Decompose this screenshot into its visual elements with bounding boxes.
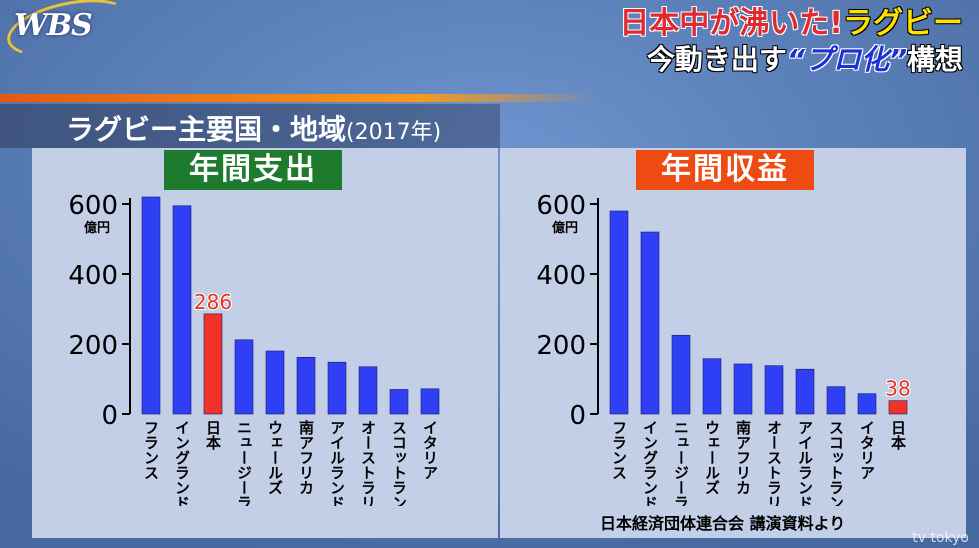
headline-line2-c: 構想	[906, 43, 963, 76]
category-label: 南アフリカ	[734, 419, 752, 495]
chart-title-revenue: 年間収益	[636, 150, 814, 190]
headline-line2: 今動き出す“プロ化”構想	[619, 42, 963, 78]
bar	[795, 368, 815, 415]
headline-part1: 日本中が沸いた!	[619, 6, 843, 41]
bar	[358, 366, 378, 415]
bar	[141, 196, 161, 415]
subtitle-bar	[0, 104, 500, 148]
category-label: イタリア	[421, 420, 439, 480]
category-label: 日本	[889, 420, 907, 451]
category-label: ニュージーランド	[235, 420, 253, 506]
chart-title-expenditure: 年間支出	[164, 150, 342, 190]
bar	[733, 363, 753, 415]
chart-panel-revenue	[500, 148, 966, 538]
category-label: フランス	[610, 420, 628, 480]
category-label: イングランド	[641, 420, 659, 506]
bar	[327, 361, 347, 415]
y-tick-label: 200	[68, 331, 118, 361]
headline-part2: ラグビー	[843, 6, 963, 41]
subtitle-year: (2017年)	[346, 120, 442, 145]
category-label: イタリア	[858, 420, 876, 480]
category-label: アイルランド	[796, 420, 814, 506]
headline-line2-b: “プロ化”	[786, 43, 907, 76]
headline: 日本中が沸いた!ラグビー 今動き出す“プロ化”構想	[619, 6, 963, 78]
category-label: アイルランド	[328, 420, 346, 506]
category-label: スコットランド	[390, 420, 408, 506]
category-label: イングランド	[173, 420, 191, 506]
orange-rule	[0, 94, 600, 102]
subtitle-main: ラグビー主要国・地域	[66, 113, 347, 146]
source-note: 日本経済団体連合会 講演資料より	[600, 514, 846, 533]
headline-line1: 日本中が沸いた!ラグビー	[619, 6, 963, 42]
bar	[609, 210, 629, 415]
category-label: ウェールズ	[703, 420, 721, 495]
category-label: ウェールズ	[266, 420, 284, 495]
y-tick-label: 600	[536, 191, 586, 221]
bar	[764, 365, 784, 415]
bar	[172, 205, 192, 415]
bar	[640, 231, 660, 415]
unit-label: 億円	[552, 220, 578, 236]
bar	[888, 400, 908, 415]
headline-line2-a: 今動き出す	[646, 43, 787, 76]
y-tick-label: 0	[569, 401, 586, 431]
y-tick-label: 600	[68, 191, 118, 221]
bar	[420, 388, 440, 415]
data-label: 286	[194, 290, 232, 314]
data-label: 38	[885, 377, 910, 401]
bar	[265, 350, 285, 415]
unit-label: 億円	[84, 220, 110, 236]
bar	[702, 358, 722, 415]
category-label: オーストラリア	[765, 420, 783, 506]
category-label: ニュージーランド	[672, 420, 690, 506]
subtitle: ラグビー主要国・地域(2017年)	[66, 108, 441, 148]
y-tick-label: 400	[68, 261, 118, 291]
category-label: オーストラリア	[359, 420, 377, 506]
bar	[296, 357, 316, 415]
category-label: 南アフリカ	[297, 419, 315, 495]
chart-panel-expenditure	[32, 148, 498, 538]
bar	[389, 389, 409, 415]
y-tick-label: 400	[536, 261, 586, 291]
category-label: フランス	[142, 420, 160, 480]
category-label: スコットランド	[827, 420, 845, 506]
bar	[234, 339, 254, 415]
category-label: 日本	[204, 420, 222, 451]
y-tick-label: 200	[536, 331, 586, 361]
bar	[203, 313, 223, 415]
bar	[826, 386, 846, 415]
tv-tokyo-watermark: tv tokyo	[912, 530, 969, 546]
wbs-logo: WBS	[14, 8, 93, 43]
bar	[671, 334, 691, 415]
bar	[857, 393, 877, 415]
y-tick-label: 0	[101, 401, 118, 431]
